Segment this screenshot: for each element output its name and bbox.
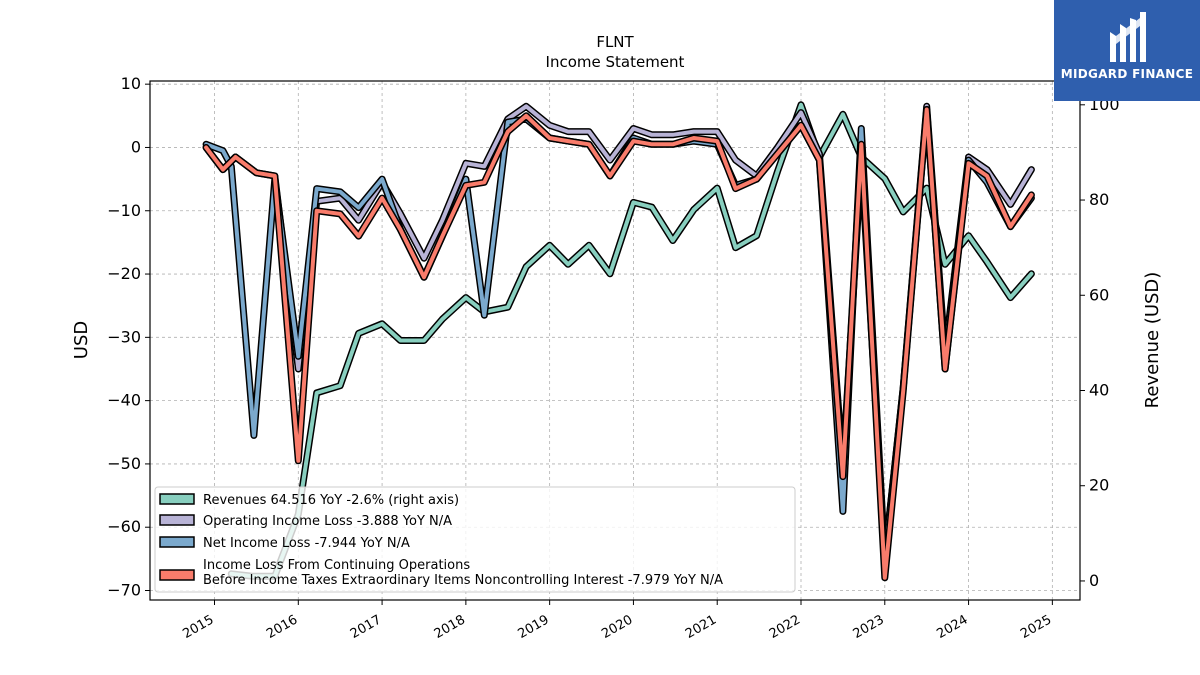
x-tick-label: 2022: [767, 612, 803, 642]
y-axis-left: 10 0 −10 −20 −30 −40 −50 −60 −70: [107, 74, 150, 600]
legend-label: Net Income Loss -7.944 YoY N/A: [203, 536, 410, 551]
y-tick-label: −50: [107, 454, 141, 473]
legend-label: Revenues 64.516 YoY -2.6% (right axis): [203, 493, 459, 508]
y-tick-label: −10: [107, 201, 141, 220]
chart-title: FLNT: [596, 33, 634, 51]
legend-swatch: [159, 536, 195, 548]
series-line-3: [204, 107, 1034, 580]
legend-label: Operating Income Loss -3.888 YoY N/A: [203, 514, 452, 529]
x-tick-label: 2021: [683, 612, 719, 642]
legend-box: [154, 486, 796, 593]
x-tick-label: 2025: [1018, 612, 1054, 642]
legend-swatch: [159, 569, 195, 581]
logo-text: MIDGARD FINANCE: [1060, 67, 1194, 81]
x-tick-label: 2020: [599, 612, 635, 642]
y-axis-label: USD: [71, 321, 92, 359]
series-layer: [202, 101, 1035, 582]
x-tick-label: 2018: [432, 612, 468, 642]
y-right-tick-label: 20: [1089, 476, 1109, 495]
legend-label-line: Income Loss From Continuing Operations: [203, 558, 470, 573]
plot-frame: [149, 80, 1081, 601]
x-tick-label: 2015: [180, 612, 216, 642]
y-right-tick-label: 80: [1089, 190, 1109, 209]
legend-label-line: Operating Income Loss -3.888 YoY N/A: [203, 514, 452, 529]
x-axis: 2015 2016 2017 2018 2019 2020 2021 2022 2023 2024…: [180, 600, 1054, 642]
legend-label-line: Before Income Taxes Extraordinary Items …: [203, 573, 723, 588]
y-tick-label: 10: [121, 74, 141, 93]
x-tick-label: 2019: [515, 612, 551, 642]
brand-logo: MIDGARD FINANCE: [1054, 0, 1200, 101]
y-tick-label: −70: [107, 581, 141, 600]
legend-swatch: [159, 493, 195, 505]
y-right-tick-label: 40: [1089, 380, 1109, 399]
legend-swatch: [159, 514, 195, 526]
y-right-tick-label: 0: [1089, 571, 1099, 590]
x-tick-label: 2024: [934, 612, 970, 642]
y-tick-label: −20: [107, 264, 141, 283]
legend: Revenues 64.516 YoY -2.6% (right axis) Op…: [154, 486, 796, 593]
y-tick-label: −30: [107, 327, 141, 346]
x-tick-label: 2023: [851, 612, 887, 642]
x-tick-label: 2017: [348, 612, 384, 642]
x-tick-label: 2016: [264, 612, 300, 642]
series-line-0: [229, 102, 1034, 579]
legend-label-line: Net Income Loss -7.944 YoY N/A: [203, 536, 410, 551]
y-axis-label-right: Revenue (USD): [1142, 272, 1163, 409]
logo-mark-icon: [1110, 12, 1146, 62]
y-tick-label: −40: [107, 391, 141, 410]
y-tick-label: 0: [131, 137, 141, 156]
chart-subtitle: Income Statement: [546, 53, 685, 71]
legend-label: Income Loss From Continuing Operations Be…: [203, 558, 723, 588]
y-right-tick-label: 60: [1089, 285, 1109, 304]
legend-label-line: Revenues 64.516 YoY -2.6% (right axis): [203, 493, 459, 508]
y-tick-label: −60: [107, 517, 141, 536]
